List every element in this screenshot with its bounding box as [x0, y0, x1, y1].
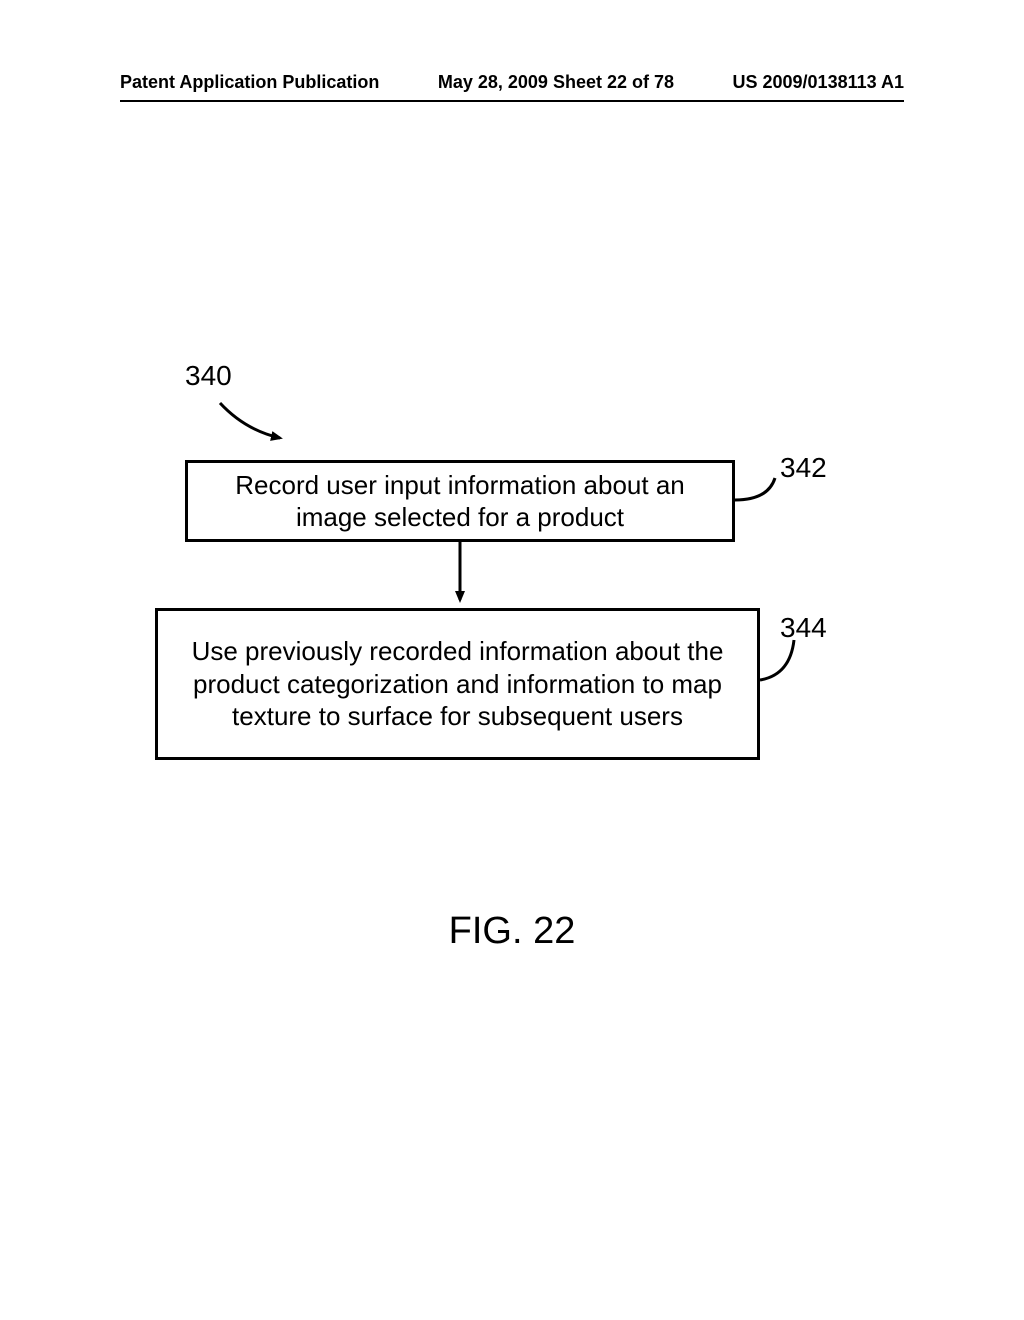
flowchart-node-344: Use previously recorded information abou… [155, 608, 760, 760]
callout-342 [735, 478, 775, 500]
arrow-340 [220, 403, 280, 438]
node-342-text: Record user input information about an i… [208, 469, 712, 534]
figure-caption: FIG. 22 [0, 910, 1024, 953]
reference-label-342: 342 [780, 452, 827, 484]
flowchart-node-342: Record user input information about an i… [185, 460, 735, 542]
reference-label-344: 344 [780, 612, 827, 644]
node-344-text: Use previously recorded information abou… [178, 635, 737, 733]
callout-344 [760, 640, 794, 680]
reference-label-340: 340 [185, 360, 232, 392]
flowchart-diagram: 340 342 344 Record user input informatio… [0, 0, 1024, 1320]
